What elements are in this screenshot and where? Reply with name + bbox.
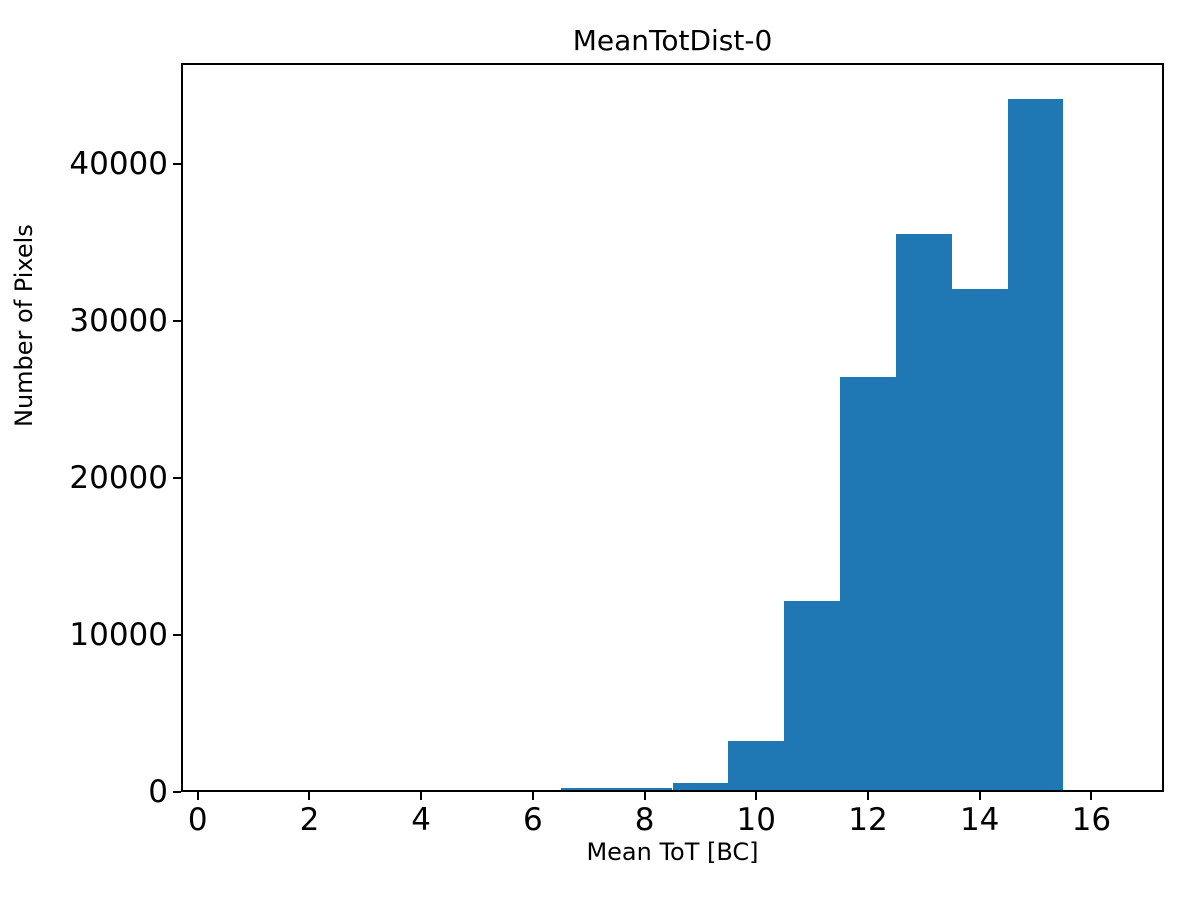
x-tick-label: 0 [187, 802, 208, 838]
histogram-bar [1007, 98, 1064, 790]
histogram-bar [784, 601, 841, 790]
x-tick-label: 16 [1071, 802, 1112, 838]
y-tick-label: 0 [148, 774, 168, 810]
x-tick-label: 4 [411, 802, 432, 838]
histogram-bar [895, 233, 952, 790]
x-tick-mark [755, 792, 758, 800]
y-tick-label: 40000 [69, 145, 168, 182]
histogram-bar [728, 741, 785, 790]
x-tick-label: 6 [522, 802, 543, 838]
x-tick-mark [866, 792, 869, 800]
x-tick-label: 12 [848, 802, 888, 838]
histogram-bar [951, 288, 1008, 790]
histogram-bar [840, 376, 896, 790]
y-tick-mark [173, 162, 181, 165]
histogram-bar [560, 788, 617, 790]
y-axis-label-text: Number of Pixels [10, 224, 38, 427]
x-tick-label: 2 [299, 802, 320, 838]
x-tick-mark [978, 792, 981, 800]
y-tick-mark [173, 476, 181, 479]
y-tick-mark [173, 791, 181, 793]
y-tick-label: 10000 [69, 616, 168, 653]
histogram-bars [183, 65, 1162, 790]
y-tick-mark [173, 633, 181, 636]
x-tick-mark [643, 792, 646, 800]
y-tick-label: 20000 [69, 459, 168, 496]
x-tick-label: 14 [959, 802, 1000, 838]
x-tick-label: 10 [736, 802, 776, 838]
x-axis-label: Mean ToT [BC] [586, 838, 759, 866]
plot-area [181, 63, 1164, 792]
histogram-bar [616, 787, 673, 790]
x-tick-mark [420, 792, 423, 800]
y-tick-mark [173, 319, 181, 322]
histogram-bar [672, 783, 729, 790]
x-tick-mark [196, 792, 199, 800]
x-tick-label: 8 [634, 802, 655, 838]
x-tick-mark [531, 792, 534, 800]
x-tick-mark [1090, 792, 1093, 800]
chart-title: MeanTotDist-0 [572, 24, 773, 57]
y-tick-label: 30000 [69, 302, 168, 339]
x-tick-mark [308, 792, 311, 800]
